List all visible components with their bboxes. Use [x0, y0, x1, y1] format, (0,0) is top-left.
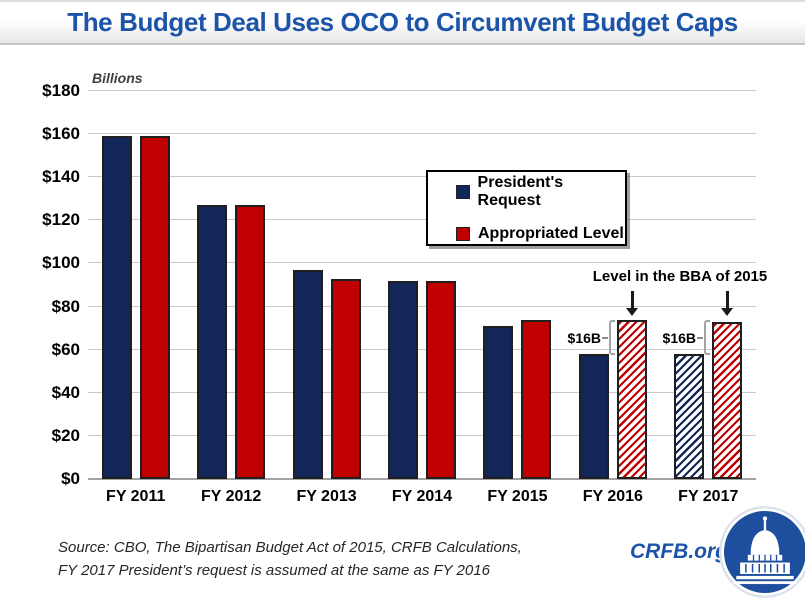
bar-appropriated-fy-2012 — [235, 205, 266, 479]
bar-request-fy-2017 — [674, 353, 705, 479]
legend-item-appropriated: Appropriated Level — [456, 225, 625, 243]
crfb-org-label: CRFB.org — [630, 540, 728, 563]
bar-appropriated-fy-2015 — [521, 319, 552, 479]
y-axis-unit-label: Billions — [92, 70, 143, 86]
legend-swatch-request — [456, 184, 470, 199]
legend-label-request: President's Request — [477, 173, 564, 209]
down-arrow-icon — [721, 291, 733, 316]
gap-callout-fy2016: $16B — [557, 320, 615, 355]
y-axis-tick-label: $180 — [42, 81, 80, 100]
callout-connector — [697, 336, 703, 339]
source-line-2: FY 2017 President’s request is assumed a… — [58, 562, 490, 579]
bba-annotation-label: Level in the BBA of 2015 — [592, 268, 768, 285]
gridline — [88, 219, 756, 221]
legend-item-request: President's Request — [456, 174, 625, 210]
y-axis-tick-label: $80 — [51, 296, 80, 316]
gridline — [88, 434, 756, 436]
bar-chart: Billions President's Request Appropriate… — [0, 45, 805, 510]
y-axis-tick-label: $0 — [61, 469, 80, 488]
arrow-head — [626, 308, 638, 316]
crfb-logo — [719, 506, 805, 598]
bar-request-fy-2012 — [197, 205, 228, 479]
bar-group-fy-2011 — [88, 91, 183, 479]
x-axis-label-fy-2014: FY 2014 — [391, 488, 453, 505]
bar-request-fy-2014 — [387, 280, 418, 479]
bar-group-fy-2012 — [183, 91, 278, 479]
bar-appropriated-fy-2011 — [139, 136, 170, 479]
arrow-shaft — [725, 291, 729, 308]
y-axis-tick-label: $60 — [51, 339, 80, 359]
x-axis-label-fy-2011: FY 2011 — [106, 488, 166, 505]
legend-swatch-appropriated — [456, 226, 470, 241]
y-axis-tick-label: $20 — [51, 425, 80, 445]
title-bar: The Budget Deal Uses OCO to Circumvent B… — [0, 0, 805, 45]
arrow-head — [721, 308, 733, 316]
x-axis-label-fy-2017: FY 2017 — [678, 488, 739, 505]
gridline — [88, 133, 756, 135]
bar-request-fy-2011 — [101, 136, 132, 479]
y-axis-tick-label: $120 — [42, 210, 80, 230]
bar-appropriated-fy-2013 — [330, 278, 361, 479]
y-axis-tick-label: $140 — [42, 167, 80, 187]
y-axis-tick-label: $100 — [42, 253, 80, 273]
bar-request-fy-2015 — [483, 325, 514, 479]
legend-label-appropriated: Appropriated Level — [478, 224, 624, 242]
gridline — [88, 176, 756, 178]
bar-request-fy-2013 — [292, 269, 323, 479]
source-note: Source: CBO, The Bipartisan Budget Act o… — [58, 536, 522, 582]
x-axis-line — [88, 478, 756, 480]
bar-appropriated-fy-2017 — [712, 321, 743, 479]
bar-appropriated-fy-2014 — [425, 280, 456, 479]
x-axis-label-fy-2013: FY 2013 — [296, 488, 357, 505]
callout-bracket — [704, 320, 710, 355]
gridline — [88, 90, 756, 91]
bar-group-fy-2014 — [374, 91, 469, 479]
x-axis-label-fy-2016: FY 2016 — [582, 488, 643, 505]
legend: President's Request Appropriated Level — [426, 170, 627, 246]
gridline — [88, 262, 756, 264]
x-axis-label-fy-2012: FY 2012 — [201, 488, 262, 505]
bar-group-fy-2015 — [470, 91, 565, 479]
x-axis-label-fy-2015: FY 2015 — [487, 488, 548, 505]
gap-label: $16B — [662, 329, 696, 346]
gridline — [88, 305, 756, 307]
bar-request-fy-2016 — [578, 353, 609, 479]
gridline — [88, 348, 756, 350]
gridline — [88, 391, 756, 393]
arrow-shaft — [630, 291, 634, 308]
bar-group-fy-2013 — [279, 91, 374, 479]
down-arrow-icon — [626, 291, 638, 316]
y-axis-tick-label: $160 — [42, 124, 80, 144]
callout-bracket — [609, 320, 615, 355]
bar-appropriated-fy-2016 — [616, 319, 647, 479]
source-line-1: Source: CBO, The Bipartisan Budget Act o… — [58, 539, 522, 556]
bar-group-fy-2016 — [565, 91, 660, 479]
gap-callout-fy2017: $16B — [652, 320, 710, 355]
capitol-icon — [733, 516, 797, 585]
y-axis-tick-label: $40 — [51, 382, 80, 402]
page-title: The Budget Deal Uses OCO to Circumvent B… — [67, 7, 738, 37]
bar-group-fy-2017 — [661, 91, 756, 479]
callout-connector — [602, 336, 608, 339]
gap-label: $16B — [567, 329, 601, 346]
